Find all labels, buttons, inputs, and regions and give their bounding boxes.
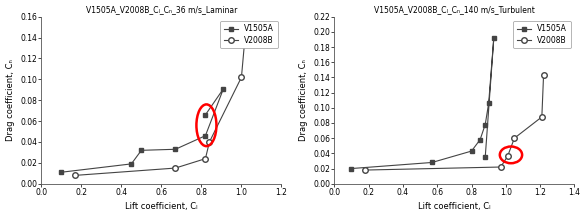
V2008B xyxy=(72,174,79,177)
V1505A xyxy=(202,113,209,116)
V2008B xyxy=(206,141,213,143)
Line: V1505A: V1505A xyxy=(59,86,226,175)
Y-axis label: Drag coefficient, Cₙ: Drag coefficient, Cₙ xyxy=(298,59,308,141)
V1505A xyxy=(485,102,492,105)
V2008B xyxy=(362,169,369,171)
V1505A xyxy=(482,156,489,158)
Line: V1505A: V1505A xyxy=(349,36,496,171)
X-axis label: Lift coefficient, Cₗ: Lift coefficient, Cₗ xyxy=(418,202,490,211)
V1505A xyxy=(490,37,498,39)
V2008B xyxy=(497,166,504,168)
V2008B xyxy=(172,167,179,169)
V1505A xyxy=(172,148,179,151)
V1505A xyxy=(128,163,135,165)
V2008B xyxy=(540,74,547,76)
V1505A xyxy=(428,161,435,164)
V1505A xyxy=(348,167,355,170)
Legend: V1505A, V2008B: V1505A, V2008B xyxy=(513,21,571,48)
V2008B xyxy=(238,76,245,79)
V1505A xyxy=(138,149,145,152)
V2008B xyxy=(504,155,511,158)
V2008B xyxy=(242,31,249,34)
V1505A xyxy=(468,150,475,152)
V1505A xyxy=(58,171,65,174)
Title: V1505A_V2008B_Cₗ_Cₙ_140 m/s_Turbulent: V1505A_V2008B_Cₗ_Cₙ_140 m/s_Turbulent xyxy=(374,6,535,15)
Line: V2008B: V2008B xyxy=(362,72,546,173)
V2008B xyxy=(539,116,546,118)
V2008B xyxy=(202,157,209,160)
Legend: V1505A, V2008B: V1505A, V2008B xyxy=(220,21,278,48)
V1505A xyxy=(482,123,489,126)
Y-axis label: Drag coefficient, Cₙ: Drag coefficient, Cₙ xyxy=(5,59,15,141)
V2008B xyxy=(511,137,518,140)
V1505A xyxy=(220,87,227,90)
Title: V1505A_V2008B_Cₗ_Cₙ_36 m/s_Laminar: V1505A_V2008B_Cₗ_Cₙ_36 m/s_Laminar xyxy=(86,6,237,15)
V1505A xyxy=(202,134,209,137)
Line: V2008B: V2008B xyxy=(73,30,248,178)
V1505A xyxy=(476,138,483,141)
X-axis label: Lift coefficient, Cₗ: Lift coefficient, Cₗ xyxy=(125,202,197,211)
